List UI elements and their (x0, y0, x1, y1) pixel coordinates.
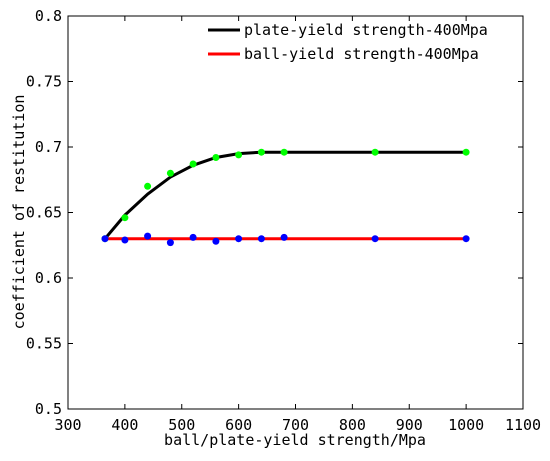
series-0-point (212, 154, 220, 161)
series-0-point (280, 148, 288, 156)
y-axis-tick-labels: 0.5 0.55 0.6 0.65 0.7 0.75 0.8 (26, 7, 62, 418)
x-tick-label: 900 (396, 416, 423, 434)
tick-marks (67, 15, 524, 410)
series-1-point (166, 239, 174, 247)
x-tick-label: 1000 (448, 416, 484, 434)
series-1-point (235, 235, 243, 243)
x-tick-label: 1100 (505, 416, 541, 434)
series-1-point (371, 235, 379, 243)
x-tick-label: 800 (339, 416, 366, 434)
series-1-point (144, 232, 152, 240)
x-tick-label: 300 (54, 416, 81, 434)
series-1-point (257, 235, 265, 243)
series-1-point (280, 233, 288, 241)
series-0-point (371, 148, 379, 156)
series-0-point (235, 151, 243, 159)
y-tick-label: 0.6 (35, 269, 62, 287)
x-tick-label: 500 (168, 416, 195, 434)
series-0-point (189, 160, 197, 168)
y-tick-label: 0.8 (35, 7, 62, 25)
y-axis-title: coefficient of restitution (10, 95, 28, 330)
series-1-point (101, 235, 109, 243)
series-1-point (212, 237, 220, 245)
series-layer (101, 148, 470, 247)
plot-area (67, 15, 524, 410)
y-tick-label: 0.55 (26, 335, 62, 353)
x-tick-label: 700 (282, 416, 309, 434)
legend-label-ball-yield: ball-yield strength-400Mpa (244, 45, 479, 63)
y-tick-label: 0.5 (35, 400, 62, 418)
x-tick-label: 400 (111, 416, 138, 434)
x-axis-title: ball/plate-yield strength/Mpa (164, 431, 426, 449)
y-tick-label: 0.75 (26, 73, 62, 91)
y-tick-label: 0.65 (26, 204, 62, 222)
series-0-point (166, 169, 174, 177)
x-axis-tick-labels: 300 400 500 600 700 800 900 1000 1100 (54, 416, 541, 434)
series-1-point (189, 233, 197, 241)
legend: plate-yield strength-400Mpa ball-yield s… (208, 21, 488, 63)
series-0-point (144, 182, 152, 190)
series-1-point (462, 235, 470, 243)
series-0-point (121, 214, 129, 222)
legend-label-plate-yield: plate-yield strength-400Mpa (244, 21, 488, 39)
x-tick-label: 600 (225, 416, 252, 434)
series-0-point (257, 148, 265, 156)
y-tick-label: 0.7 (35, 138, 62, 156)
series-0-point (462, 148, 470, 156)
series-1-point (121, 236, 129, 244)
